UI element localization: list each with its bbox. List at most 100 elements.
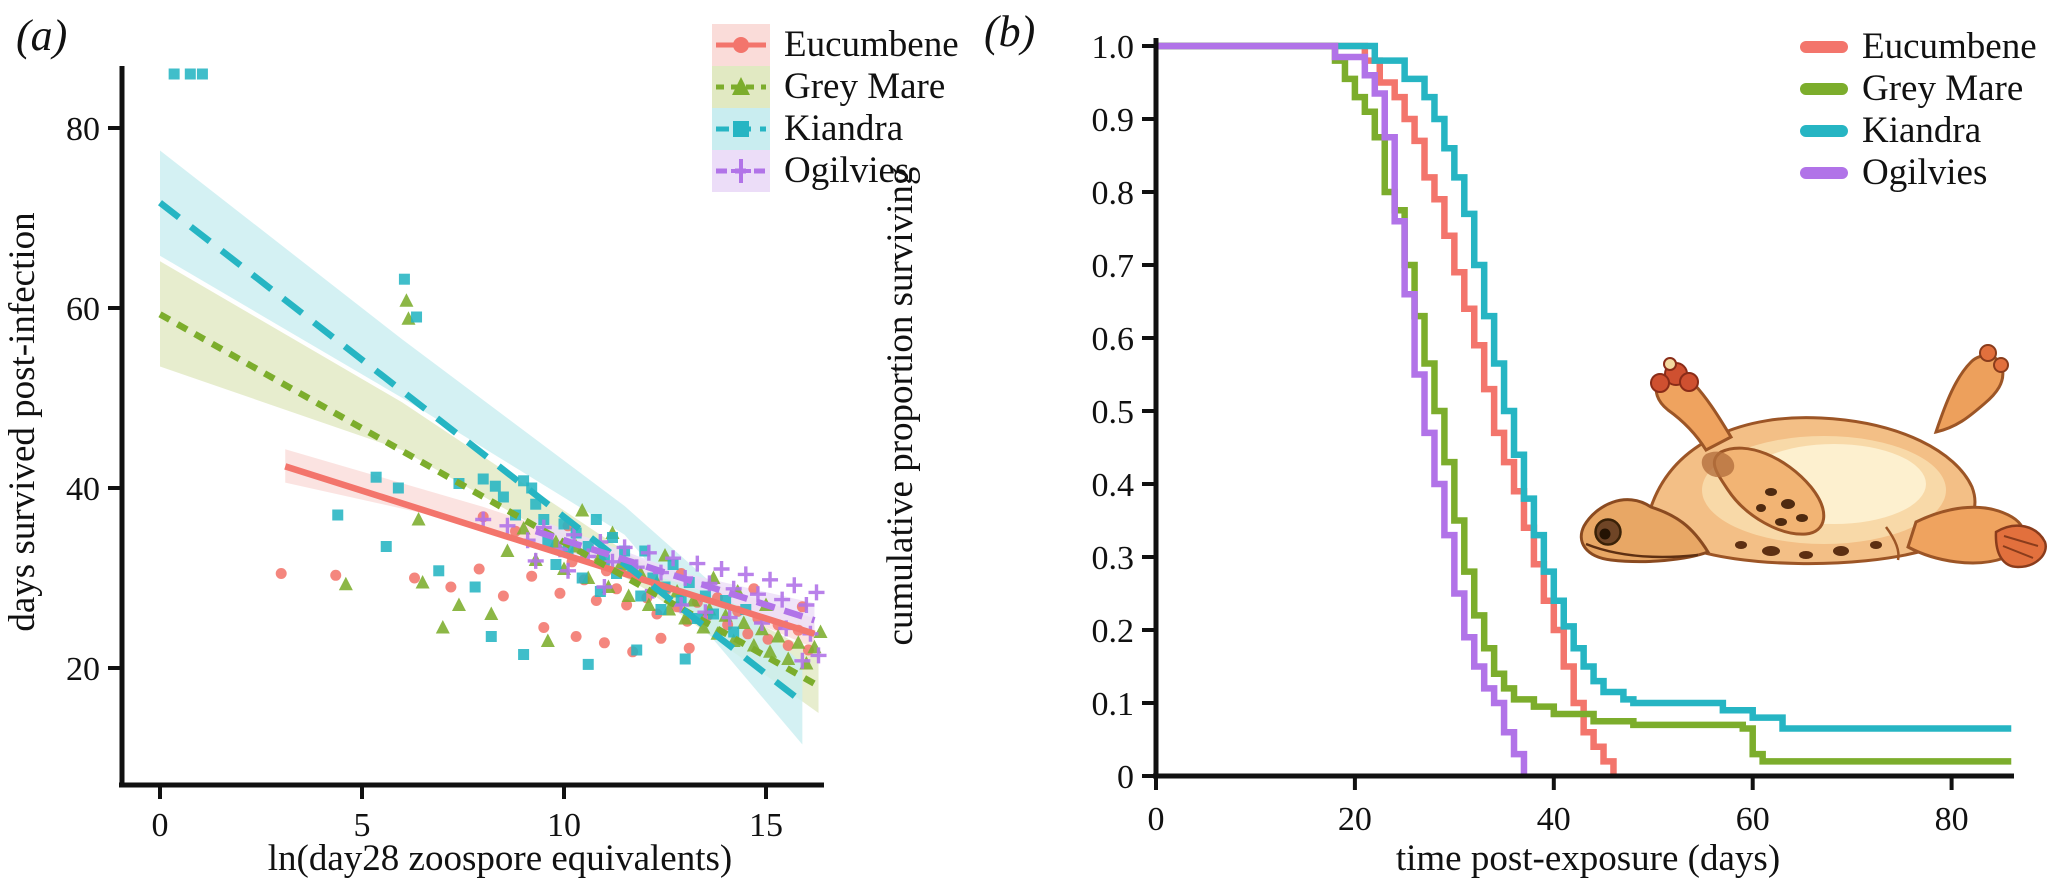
legend-label: Ogilvies <box>1862 152 1988 193</box>
data-point <box>590 595 602 606</box>
data-point <box>445 581 457 593</box>
data-point <box>737 566 754 583</box>
ogilvies-survival-curve <box>1156 42 1528 776</box>
data-point <box>665 550 682 567</box>
y-tick-label: 80 <box>66 111 100 148</box>
legend-item-eucumbene: Eucumbene <box>1800 26 2037 68</box>
data-point <box>497 590 509 602</box>
data-point <box>631 644 643 656</box>
data-point <box>713 561 730 577</box>
legend-label: Kiandra <box>784 108 904 149</box>
ogilvies-line-key-icon <box>1800 167 1848 179</box>
data-point <box>451 597 466 611</box>
panel-b-plot: 0 20 40 60 80 0 0.1 0.2 0.3 0.4 0.5 0.6 0.7 0.8 0.9 1.0 <box>1092 29 2014 838</box>
data-point <box>742 628 754 640</box>
y-tick-label: 0.9 <box>1092 102 1135 139</box>
legend-key-marker <box>733 121 749 137</box>
data-point <box>582 541 594 552</box>
x-tick-label: 0 <box>1148 801 1165 838</box>
data-point <box>550 559 562 570</box>
frog-illustration <box>1579 344 2047 569</box>
data-point <box>489 480 501 492</box>
panel-a-x-axis-title: ln(day28 zoospore equivalents) <box>268 838 732 879</box>
legend-label: Grey Mare <box>1862 68 2024 109</box>
y-tick-label: 40 <box>66 471 100 508</box>
data-point <box>433 565 445 577</box>
data-point <box>411 311 423 323</box>
x-tick-label: 15 <box>749 807 783 844</box>
ogilvies-line-marker-key-icon <box>712 150 770 192</box>
data-point <box>762 571 779 588</box>
data-point <box>392 482 404 494</box>
legend-key-marker <box>732 77 750 95</box>
grey-mare-survival-curve <box>1156 42 2012 765</box>
data-point <box>655 604 667 615</box>
data-point <box>570 527 582 539</box>
data-point <box>530 498 542 510</box>
data-point <box>621 588 636 602</box>
panel-b-y-axis-title: cumulative proportion surviving <box>880 167 921 646</box>
data-point <box>196 68 208 80</box>
y-tick-label: 0.3 <box>1092 540 1135 577</box>
legend-label: Kiandra <box>1862 110 1982 151</box>
data-point <box>813 624 828 638</box>
panel-a-legend: Eucumbene Grey Mare Kiandra Ogilvies <box>712 24 959 192</box>
eucumbene-line-key-icon <box>1800 41 1848 53</box>
data-point <box>485 631 497 642</box>
data-point <box>338 576 353 591</box>
grey-mare-line-key-icon <box>1800 83 1848 95</box>
y-tick-label: 60 <box>66 291 100 328</box>
data-point <box>736 615 751 629</box>
y-tick-label: 0.4 <box>1092 467 1135 504</box>
data-point <box>435 620 450 634</box>
data-point <box>596 579 613 595</box>
legend-label: Ogilvies <box>784 150 910 191</box>
kiandra-survival-curve <box>1156 42 2012 732</box>
data-point <box>576 572 588 584</box>
data-point <box>484 606 499 620</box>
grey-mare-regression-line <box>158 311 821 689</box>
panel-b-legend: Eucumbene Grey Mare Kiandra Ogilvies <box>1800 26 2037 194</box>
legend-item-kiandra: Kiandra <box>712 108 959 150</box>
data-point <box>598 554 610 566</box>
data-point <box>763 644 778 658</box>
data-point <box>771 629 786 643</box>
ogilvies-regression-line <box>534 528 816 624</box>
data-point <box>647 572 659 584</box>
data-point <box>639 545 651 557</box>
x-tick-label: 5 <box>354 807 371 844</box>
legend-item-eucumbene: Eucumbene <box>712 24 959 66</box>
data-point <box>409 572 421 584</box>
panel-b-x-axis-title: time post-exposure (days) <box>1396 838 1780 879</box>
y-tick-label: 0.1 <box>1092 686 1135 723</box>
legend-label: Eucumbene <box>784 24 959 65</box>
data-point <box>370 471 382 483</box>
data-point <box>558 518 570 530</box>
data-point <box>497 491 509 503</box>
data-point <box>184 68 196 80</box>
data-point <box>582 658 594 670</box>
data-point <box>786 577 803 594</box>
data-point <box>598 637 610 649</box>
data-point <box>590 514 602 525</box>
data-point <box>679 653 691 665</box>
data-point <box>516 521 531 535</box>
data-point <box>575 503 590 517</box>
data-point <box>542 536 554 548</box>
grey-mare-line-marker-key-icon <box>712 66 770 108</box>
data-point <box>641 597 656 611</box>
legend-key-marker <box>731 159 751 183</box>
x-tick-label: 20 <box>1338 801 1372 838</box>
data-point <box>683 642 695 654</box>
kiandra-points <box>168 68 752 670</box>
y-tick-label: 1.0 <box>1092 29 1135 66</box>
y-tick-label: 0 <box>1117 759 1134 796</box>
data-point <box>500 543 515 557</box>
panel-a-letter: (a) <box>16 11 67 60</box>
data-point <box>673 597 690 613</box>
data-point <box>621 599 633 611</box>
legend-label: Grey Mare <box>784 66 946 107</box>
panel-b-letter: (b) <box>984 7 1035 56</box>
kiandra-line-key-icon <box>1800 125 1848 137</box>
data-point <box>518 649 530 660</box>
